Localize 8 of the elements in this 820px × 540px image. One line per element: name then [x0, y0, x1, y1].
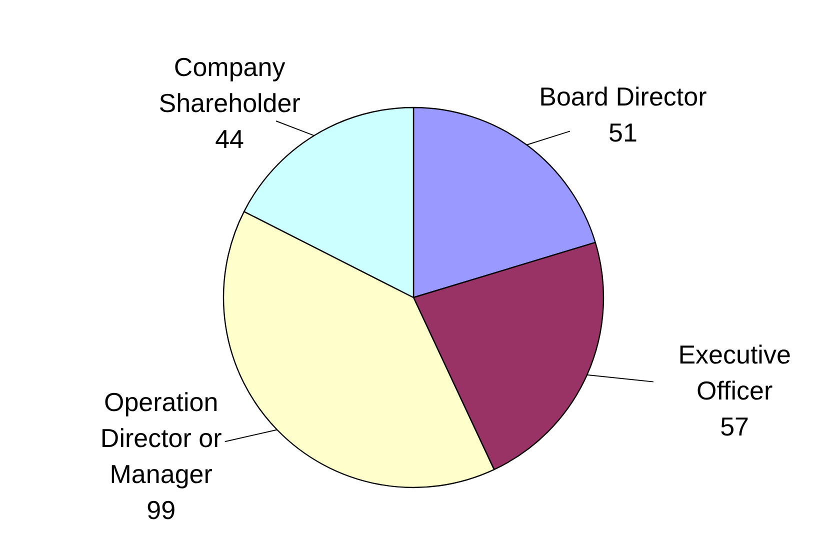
data-label: 44	[215, 124, 244, 154]
data-label: 99	[146, 495, 176, 526]
data-label: 51	[608, 117, 638, 148]
slice-label: Board Director	[539, 81, 708, 112]
slice-label: Company Shareholder	[158, 52, 301, 118]
slice-label: Operation Director or Manager	[100, 387, 222, 490]
slice-label: Executive Officer	[678, 339, 791, 406]
data-label: 57	[720, 411, 750, 442]
